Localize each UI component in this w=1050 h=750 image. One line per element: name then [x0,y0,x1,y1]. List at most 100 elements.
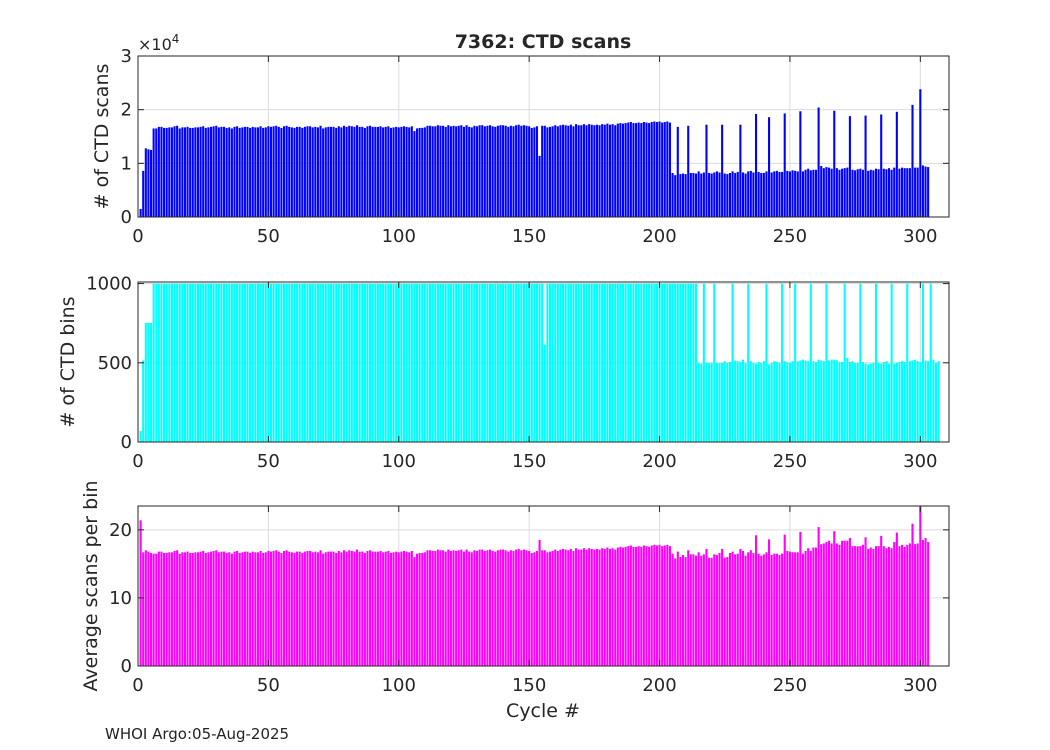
bar [841,168,844,217]
bar [695,283,698,442]
bar [807,168,810,217]
bar [212,550,215,666]
bar [648,123,651,217]
bar [661,546,664,666]
bar [408,283,411,442]
bar [374,283,377,442]
bar [728,172,731,217]
bar [788,362,791,442]
bar [804,360,807,442]
bar [804,550,807,666]
bar [309,550,312,666]
bar [353,551,356,666]
bar [389,283,392,442]
bar [614,125,617,217]
bar [502,125,505,217]
bar [611,124,614,217]
bar [820,544,823,666]
bar [541,125,544,217]
y-tick-label: 20 [109,520,132,541]
bar [329,126,333,217]
bar [880,535,883,666]
bar [668,546,672,666]
bar [429,283,432,442]
bar [934,362,938,442]
bar [421,127,424,217]
bar [384,126,387,217]
bar [835,168,838,217]
bar [139,208,142,217]
bar [828,167,831,217]
bar [426,550,429,666]
bar [874,546,878,666]
bar [215,283,218,442]
bar [236,550,239,666]
bar [402,283,406,442]
bar [650,122,653,217]
bar [191,127,194,217]
bar [512,126,515,217]
bar [655,545,658,666]
bar [316,283,319,442]
bar [770,362,773,442]
bar [408,552,411,666]
bar [457,283,460,442]
bar [564,125,567,217]
bar [887,363,891,442]
x-axis-label: Cycle # [506,700,580,722]
y-tick-label: 1000 [86,274,132,295]
bar [799,531,802,666]
bar [345,283,348,442]
bar [851,169,854,217]
bar [619,123,622,217]
bar [348,550,351,666]
bar [144,550,147,666]
bar [337,126,340,217]
bar [389,127,392,217]
bar [353,126,356,217]
bar [444,551,447,666]
bar [786,362,789,442]
bar [413,557,416,666]
bar [395,126,398,217]
bar [332,283,335,442]
footer-credit: WHOI Argo:05-Aug-2025 [105,725,290,743]
bar [418,283,421,442]
bar [509,125,512,217]
bar [358,551,361,666]
bar [692,172,695,217]
bar [296,551,299,666]
bar [209,283,213,442]
bar [770,172,773,217]
bar [548,551,552,666]
bar [695,555,698,666]
bar [176,125,179,217]
bar [666,544,669,666]
bar [170,283,173,442]
bar [898,362,901,442]
bar [775,170,778,217]
bar [757,171,760,217]
bar [697,171,700,217]
bar [408,127,411,217]
bar [627,122,630,217]
bar [371,283,374,442]
bar [731,283,734,442]
bar [452,550,455,666]
bar [462,283,466,442]
bar [522,125,525,217]
bar [324,127,327,217]
bar [230,553,233,666]
bar [580,125,583,217]
bar [919,362,922,442]
bar [650,283,653,442]
bar [627,283,630,442]
bar [494,126,497,217]
bar [598,549,601,666]
bar [163,283,166,442]
bar [572,550,575,666]
bar [207,552,210,666]
bar [470,127,473,217]
bar [895,532,898,666]
x-tick-label: 250 [773,451,807,472]
